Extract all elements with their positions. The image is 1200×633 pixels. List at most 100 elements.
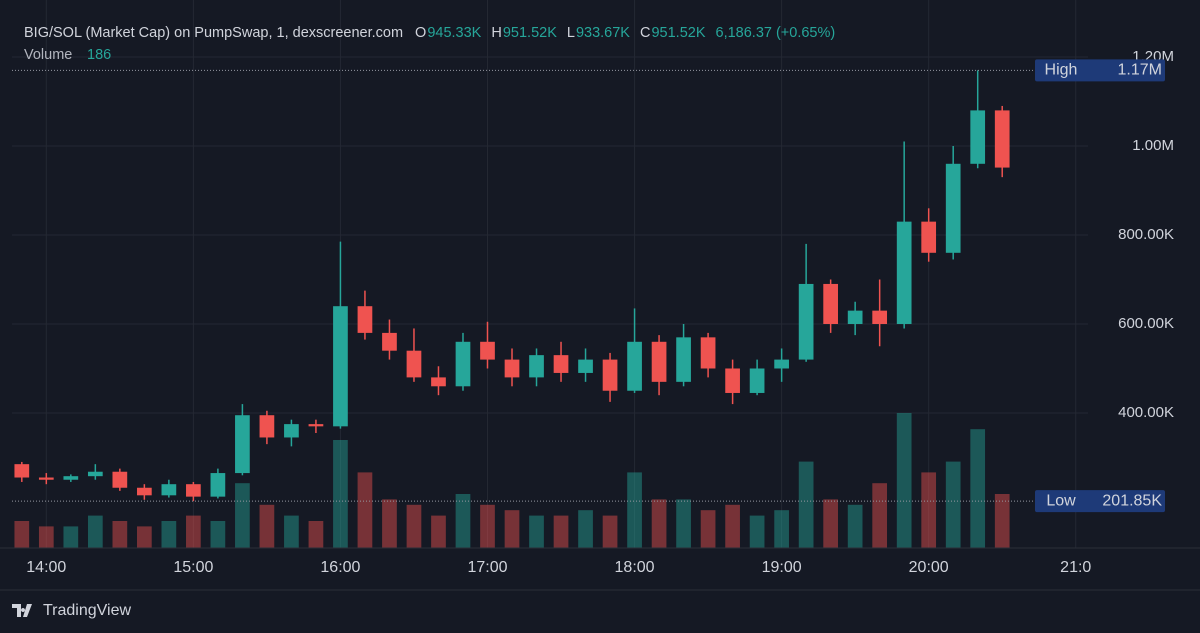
volume-bar: [921, 472, 937, 548]
ohlc-value: 945.33K: [427, 25, 481, 41]
y-tick-label: 400.00K: [1118, 404, 1174, 421]
volume-bar: [627, 472, 642, 548]
x-tick-label: 14:00: [26, 559, 66, 576]
candle-body: [896, 221, 912, 324]
x-tick-label: 21:0: [1060, 559, 1091, 576]
volume-bar: [161, 521, 177, 548]
volume-bar: [210, 521, 226, 548]
volume-bar: [14, 521, 30, 548]
ohlc-value: 933.67K: [576, 25, 630, 41]
candle-body: [14, 464, 30, 478]
candle-body: [137, 487, 152, 496]
volume-bar: [480, 504, 495, 548]
ohlc-key: O: [415, 25, 426, 41]
candle-body: [38, 477, 54, 480]
marker-label: Low: [1046, 492, 1076, 509]
volume-bar: [896, 413, 912, 548]
x-tick-label: 16:00: [320, 559, 360, 576]
candle-body: [235, 415, 250, 474]
x-tick-label: 20:00: [909, 559, 949, 576]
candle-layer: [14, 70, 1010, 502]
candle-body: [308, 424, 324, 427]
volume-bar: [38, 526, 54, 548]
x-tick-label: 18:00: [615, 559, 655, 576]
candle-body: [87, 471, 103, 477]
volume-bar: [749, 515, 765, 548]
volume-bar: [455, 494, 471, 548]
candle-body: [847, 310, 863, 324]
candle-body: [578, 359, 593, 373]
volume-bar: [872, 483, 888, 548]
x-tick-label: 15:00: [173, 559, 213, 576]
volume-bar: [529, 515, 544, 548]
volume-bar: [774, 510, 789, 548]
ohlc-key: H: [491, 25, 501, 41]
candle-body: [357, 306, 373, 333]
volume-bar: [431, 515, 446, 548]
marker-value: 201.85K: [1102, 492, 1162, 509]
volume-layer: [14, 413, 1010, 548]
volume-bar: [676, 499, 691, 548]
volume-bar: [63, 526, 79, 548]
marker-label: High: [1045, 62, 1078, 79]
candle-body: [676, 337, 691, 382]
volume-bar: [700, 510, 716, 548]
change: 6,186.37 (+0.65%): [716, 25, 836, 41]
chart-title: BIG/SOL (Market Cap) on PumpSwap, 1, dex…: [24, 25, 403, 41]
candle-body: [63, 476, 79, 480]
header: BIG/SOL (Market Cap) on PumpSwap, 1, dex…: [24, 25, 835, 63]
volume-bar: [382, 499, 397, 548]
volume-bar: [357, 472, 373, 548]
volume-value: 186: [87, 47, 111, 63]
grid: [12, 0, 1088, 548]
candle-body: [504, 359, 520, 378]
volume-bar: [406, 504, 422, 548]
candle-body: [333, 306, 348, 427]
candle-body: [259, 415, 275, 438]
marker-value: 1.17M: [1118, 62, 1162, 79]
brand: TradingView: [12, 602, 131, 619]
candle-body: [749, 368, 765, 393]
volume-bar: [235, 483, 250, 548]
candle-body: [872, 310, 888, 324]
candle-body: [627, 341, 642, 391]
volume-bar: [504, 510, 520, 548]
volume-bar: [725, 504, 740, 548]
candle-body: [553, 355, 569, 373]
volume-bar: [994, 494, 1010, 548]
candle-body: [725, 368, 740, 393]
y-tick-label: 600.00K: [1118, 315, 1174, 332]
volume-bar: [284, 515, 299, 548]
volume-bar: [308, 521, 324, 548]
candle-body: [480, 341, 495, 360]
volume-bar: [847, 504, 863, 548]
x-tick-label: 19:00: [762, 559, 802, 576]
volume-bar: [651, 499, 667, 548]
candle-body: [529, 355, 544, 378]
candle-body: [798, 283, 814, 360]
volume-bar: [578, 510, 593, 548]
y-tick-label: 1.00M: [1132, 137, 1174, 154]
volume-bar: [798, 461, 814, 548]
volume-bar: [87, 515, 103, 548]
volume-bar: [333, 440, 348, 548]
candle-body: [431, 377, 446, 387]
marker-badge: [1035, 59, 1165, 82]
volume-bar: [602, 515, 618, 548]
volume-bar: [137, 526, 152, 548]
candle-body: [700, 337, 716, 369]
ohlc-key: C: [640, 25, 650, 41]
candle-body: [161, 484, 177, 496]
candle-body: [994, 110, 1010, 168]
volume-bar: [945, 461, 961, 548]
volume-bar: [259, 504, 275, 548]
brand-logo: [12, 604, 32, 617]
ohlc-value: 951.52K: [651, 25, 705, 41]
candle-body: [921, 221, 937, 253]
marker-badge: [1035, 490, 1165, 513]
x-tick-label: 17:00: [467, 559, 507, 576]
candle-body: [455, 341, 471, 387]
volume-bar: [823, 499, 838, 548]
